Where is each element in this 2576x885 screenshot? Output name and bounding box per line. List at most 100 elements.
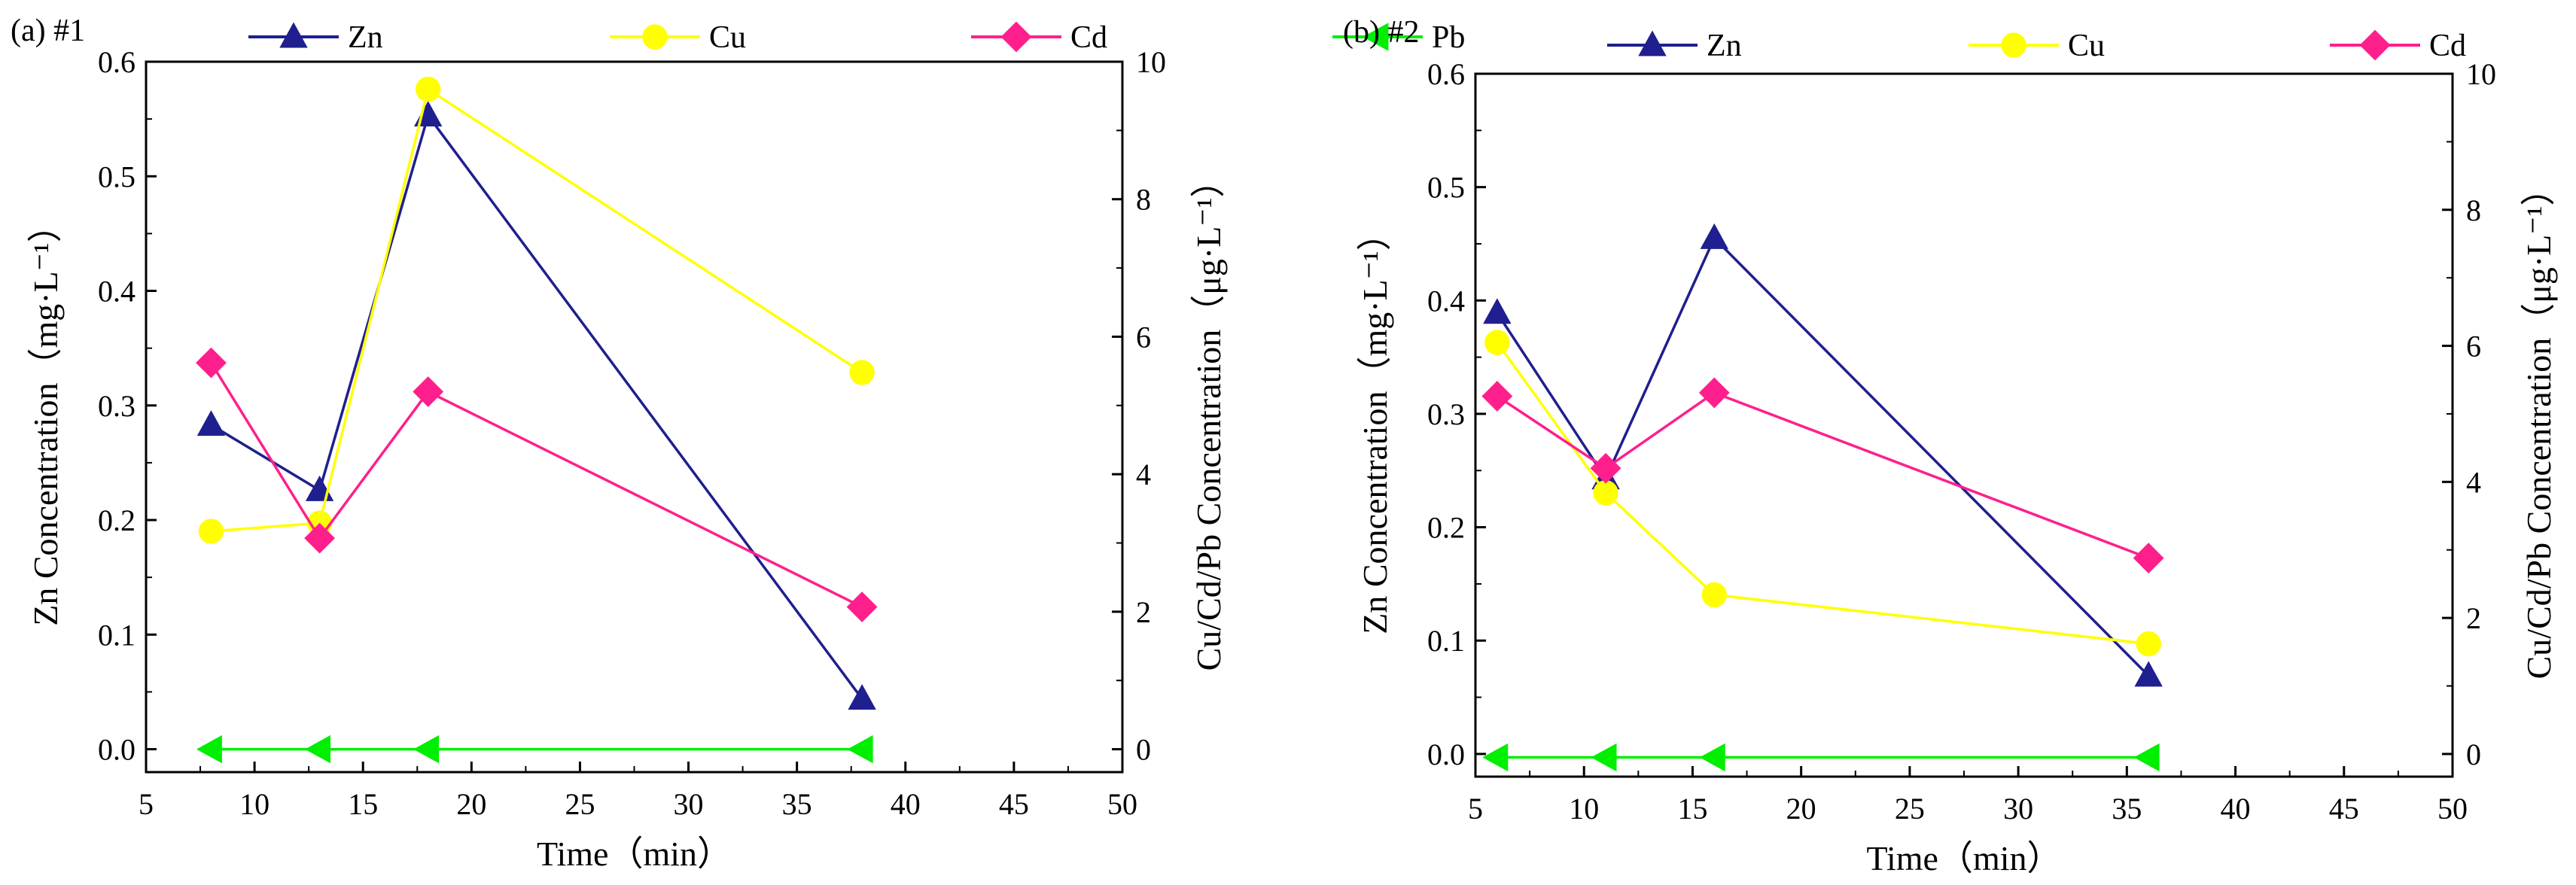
x-tick-label: 45	[999, 787, 1029, 821]
series-line-cd	[1496, 391, 2149, 560]
y-left-tick-label: 0.3	[1427, 397, 1465, 431]
y-left-axis-title: Zn Concentration（mg·L⁻¹）	[26, 208, 65, 625]
legend-item-cu: Cu	[1969, 29, 2105, 63]
y-right-tick-label: 8	[1136, 183, 1151, 217]
x-tick-label: 5	[1468, 792, 1483, 826]
series-line-cu	[1496, 342, 2149, 646]
data-point-cu	[1701, 582, 1727, 608]
x-tick-label: 20	[456, 787, 486, 821]
data-point-pb	[1699, 743, 1725, 772]
y-right-tick-label: 6	[2466, 330, 2481, 363]
data-point-cd	[1698, 377, 1730, 409]
data-point-cu	[849, 360, 875, 385]
x-tick-label: 10	[239, 787, 269, 821]
y-left-tick-label: 0.3	[98, 389, 135, 423]
chart-panel-2: (b) #25 10 15 20 25 30 35 40 45 500.00.10.20.30.4…	[1343, 15, 2558, 877]
legend-marker	[1638, 30, 1667, 56]
series-line-zn	[210, 112, 863, 700]
data-point-cu	[416, 76, 441, 102]
legend-marker	[1363, 23, 1389, 51]
data-point-cd	[1590, 452, 1621, 484]
legend-marker	[2001, 32, 2026, 58]
legend-label: Cd	[2429, 29, 2466, 63]
x-tick-label: 40	[891, 787, 921, 821]
legend-marker	[1000, 21, 1032, 53]
series-line-cd	[209, 362, 863, 609]
series-line-cu	[211, 87, 863, 533]
legend-item-cd: Cd	[971, 20, 1107, 55]
x-tick-label: 50	[1107, 787, 1137, 821]
legend-label: Zn	[1707, 29, 1742, 63]
legend-item-cd: Cd	[2330, 29, 2466, 63]
y-right-axis-title: Cu/Cd/Pb Concentration（μg·L⁻¹）	[2520, 172, 2558, 680]
y-left-tick-label: 0.4	[98, 275, 135, 309]
x-tick-label: 35	[2112, 792, 2142, 826]
plot-frame	[1474, 72, 2454, 778]
x-tick-label: 25	[565, 787, 595, 821]
series-line-zn	[1496, 236, 2150, 677]
y-right-tick-label: 6	[1136, 320, 1151, 354]
y-left-tick-label: 0.5	[98, 160, 135, 193]
y-right-tick-label: 10	[1136, 45, 1166, 79]
y-left-tick-label: 0.6	[1427, 57, 1465, 91]
x-axis-title: Time（min）	[1866, 839, 2061, 877]
plot-frame	[145, 60, 1124, 774]
y-left-tick-label: 0.6	[98, 45, 135, 79]
panel-label: (a) #1	[11, 14, 85, 48]
y-right-tick-label: 4	[1136, 458, 1151, 491]
y-right-axis-title: Cu/Cd/Pb Concentration（μg·L⁻¹）	[1189, 163, 1228, 671]
legend-marker	[2359, 29, 2391, 61]
legend-label: Cu	[2068, 29, 2105, 63]
y-right-tick-label: 4	[2466, 465, 2481, 499]
data-point-pb	[196, 734, 222, 764]
data-point-pb	[2133, 743, 2160, 772]
y-right-tick-label: 8	[2466, 193, 2481, 227]
y-left-tick-label: 0.2	[98, 503, 135, 537]
data-point-cd	[196, 347, 227, 379]
data-point-pb	[1591, 743, 1617, 772]
data-point-cd	[413, 376, 444, 407]
data-point-pb	[413, 734, 440, 764]
data-point-zn	[196, 410, 226, 436]
data-point-zn	[413, 101, 443, 127]
data-point-cd	[1481, 381, 1513, 412]
y-right-tick-label: 10	[2466, 57, 2496, 91]
data-point-cd	[846, 592, 878, 622]
legend-item-zn: Zn	[248, 20, 383, 55]
data-point-pb	[847, 734, 873, 764]
y-right-tick-label: 2	[1136, 595, 1151, 629]
y-right-tick-label: 2	[2466, 601, 2481, 635]
legend-label: Cu	[709, 20, 746, 55]
y-left-tick-label: 0.1	[1427, 624, 1465, 658]
data-point-zn	[2134, 661, 2163, 687]
y-left-axis-title: Zn Concentration（mg·L⁻¹）	[1356, 216, 1394, 634]
x-tick-label: 40	[2221, 792, 2251, 826]
y-left-tick-label: 0.0	[1427, 738, 1465, 771]
y-left-tick-label: 0.2	[1427, 511, 1465, 545]
panel-label: (b) #2	[1343, 15, 1419, 50]
x-tick-label: 30	[2003, 792, 2033, 826]
x-tick-label: 30	[674, 787, 704, 821]
x-tick-label: 20	[1786, 792, 1816, 826]
x-tick-label: 50	[2437, 792, 2468, 826]
x-tick-label: 45	[2329, 792, 2359, 826]
legend-item-zn: Zn	[1607, 29, 1742, 63]
data-point-pb	[1482, 743, 1509, 772]
x-axis-title: Time（min）	[537, 835, 732, 873]
data-point-cu	[198, 519, 224, 544]
x-tick-label: 10	[1569, 792, 1599, 826]
y-right-tick-label: 0	[2466, 738, 2481, 771]
x-tick-label: 15	[348, 787, 378, 821]
legend-label: Pb	[1432, 20, 1465, 55]
legend-label: Cd	[1070, 20, 1107, 55]
data-point-cd	[304, 522, 335, 554]
chart-panel-1: (a) #15 10 15 20 25 30 35 40 45 500.00.10.20.30.4…	[11, 14, 1465, 873]
data-point-cu	[2136, 631, 2161, 657]
data-point-zn	[1483, 298, 1512, 324]
data-point-cu	[1484, 330, 1510, 355]
legend-item-cu: Cu	[610, 20, 746, 55]
legend-item-pb: Pb	[1332, 20, 1465, 55]
y-left-tick-label: 0.4	[1427, 284, 1465, 318]
x-tick-label: 5	[139, 787, 154, 821]
